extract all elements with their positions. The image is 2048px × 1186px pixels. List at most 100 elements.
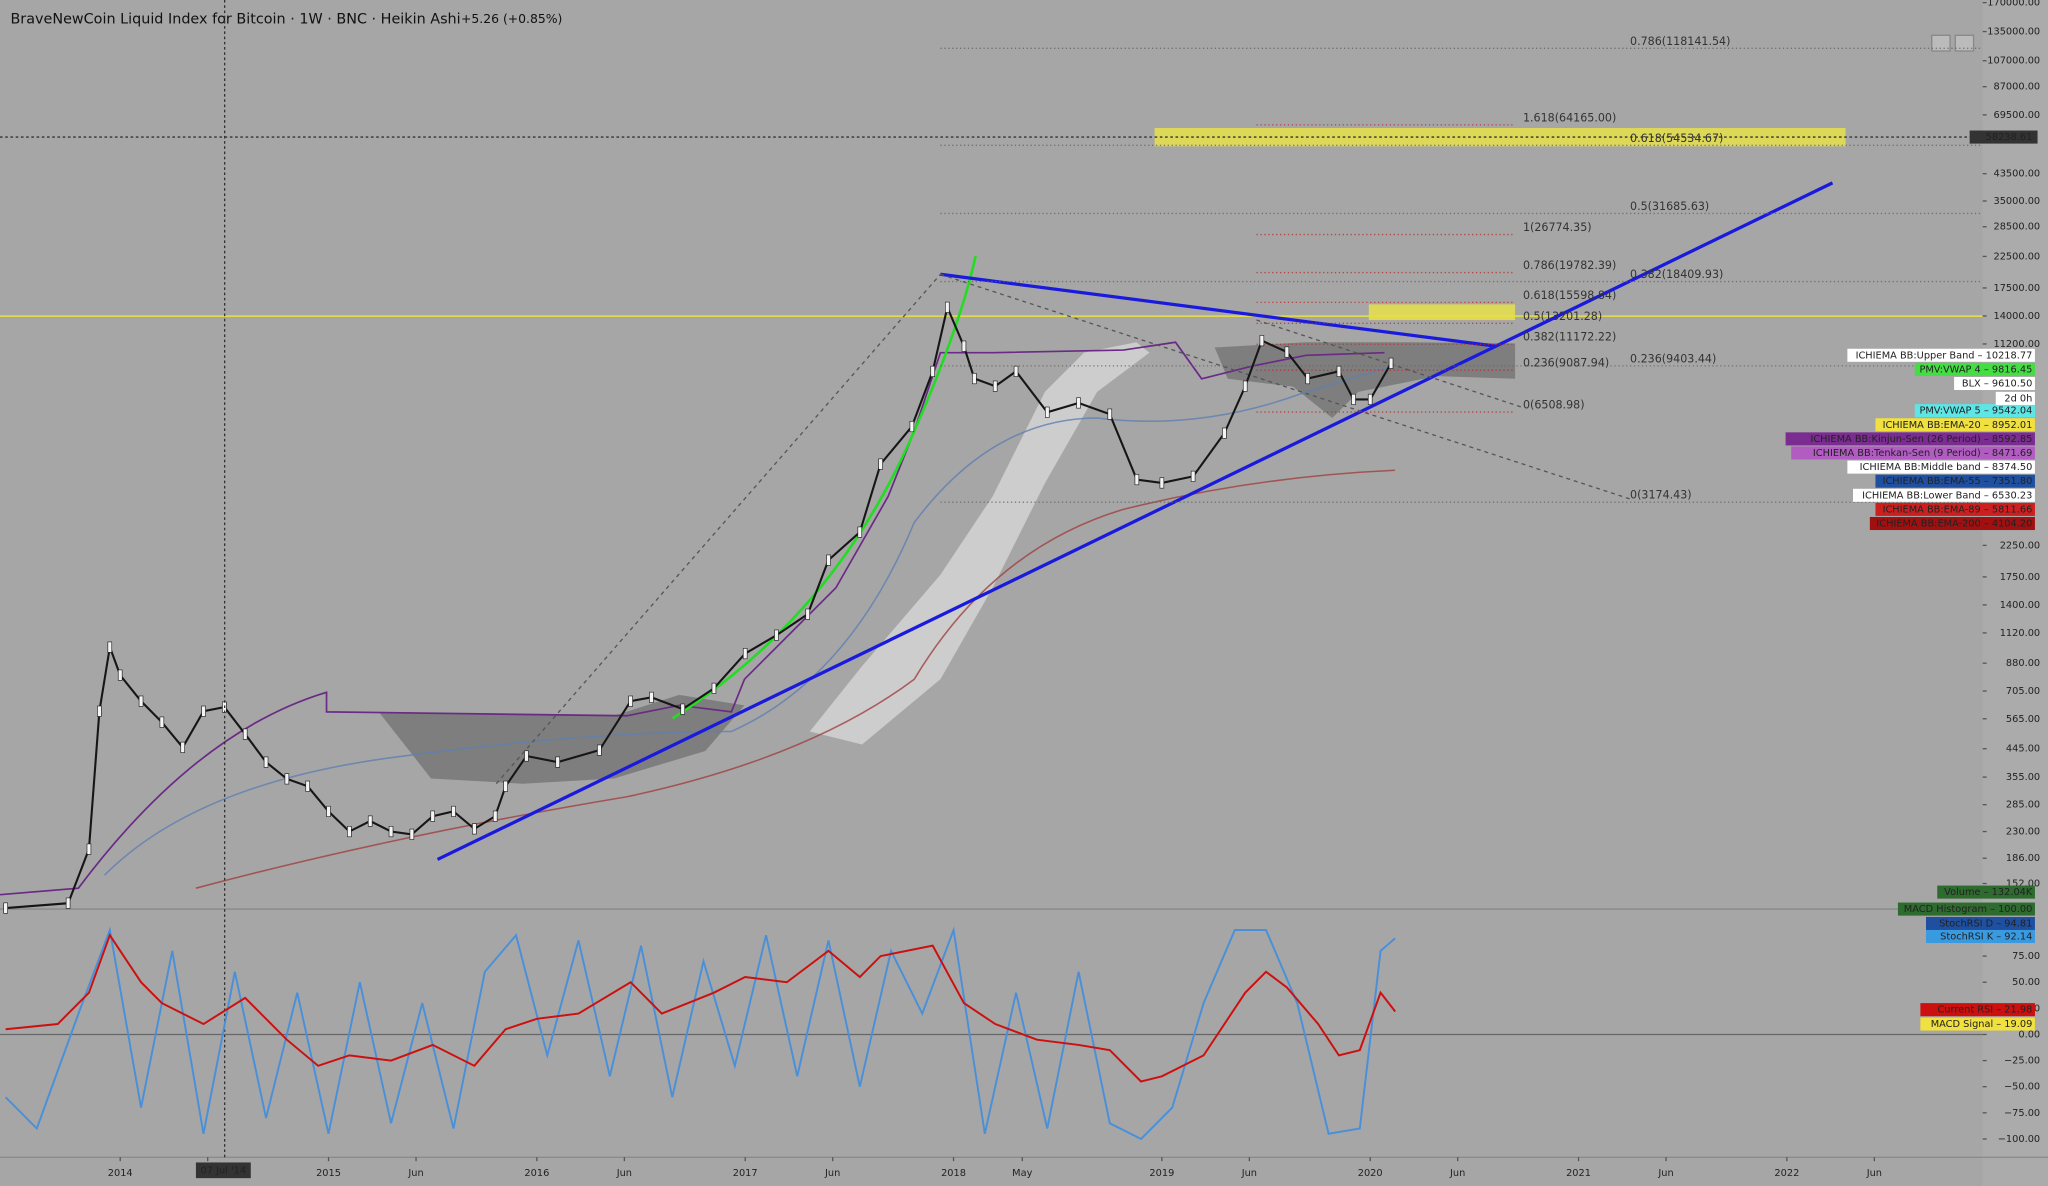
price-candle <box>472 823 477 835</box>
price-candle <box>1134 474 1140 486</box>
price-candle <box>503 780 508 792</box>
x-tick-label: Jun <box>1241 1168 1257 1179</box>
x-tick-label: 2021 <box>1566 1168 1591 1179</box>
fib-level-label: 0.618(15598.84) <box>1523 289 1616 302</box>
fib-level-label: 0(6508.98) <box>1523 399 1585 412</box>
price-tag-box <box>1875 502 2035 516</box>
x-tick-label: Jun <box>1657 1168 1673 1179</box>
price-candle <box>1284 346 1290 358</box>
symbol-title: BraveNewCoin Liquid Index for Bitcoin · … <box>10 12 460 28</box>
price-candle <box>774 629 779 641</box>
price-tag-box <box>1869 516 2035 531</box>
price-candle <box>805 608 810 620</box>
price-candle <box>97 705 102 717</box>
oscillator-line <box>5 933 1396 1083</box>
price-candle <box>1242 380 1248 392</box>
price-candle <box>1076 397 1081 409</box>
y-tick-label: 28500.00 <box>1993 222 2040 233</box>
countdown-box <box>1995 391 2035 405</box>
price-candle <box>992 380 998 392</box>
price-candle <box>263 756 269 768</box>
price-candle <box>1013 365 1019 377</box>
price-candle <box>857 526 863 538</box>
price-candle <box>649 691 654 703</box>
indicator-tag: StochRSI D – 94.81 <box>1939 918 2032 929</box>
price-candle <box>1222 427 1227 439</box>
y-tick-label: 1750.00 <box>2000 572 2040 583</box>
price-candle <box>3 902 8 914</box>
price-candle <box>117 669 123 681</box>
toolbar-button[interactable] <box>1954 34 1975 52</box>
y-tick-label: 43500.00 <box>1993 169 2040 180</box>
price-tag: PMV:VWAP 4 – 9816.45 <box>1919 364 2032 375</box>
y-tick-label: 880.00 <box>2006 658 2040 669</box>
price-candle <box>597 744 602 756</box>
osc-tick-label: −100.00 <box>1998 1134 2040 1145</box>
price-candle <box>1388 357 1394 369</box>
osc-tick-label: −75.00 <box>2004 1108 2040 1119</box>
price-candle <box>1159 477 1165 489</box>
indicator-tag-box <box>1920 1003 2035 1017</box>
osc-tick-label: 0.00 <box>2018 1029 2040 1040</box>
y-tick-label: 1400.00 <box>2000 600 2040 611</box>
price-tag-box <box>1914 362 2035 376</box>
price-candle <box>1259 335 1265 347</box>
price-line <box>5 303 1392 910</box>
price-tag: ICHIEMA BB:EMA-55 – 7351.80 <box>1883 476 2033 487</box>
fib-level-label: 0.382(18409.93) <box>1630 268 1723 281</box>
price-candle <box>1336 365 1342 377</box>
toolbar-button[interactable] <box>1931 34 1951 52</box>
price-candle <box>180 741 185 753</box>
price-tag-box <box>1785 432 2035 446</box>
indicator-tag: StochRSI K – 92.14 <box>1940 932 2032 943</box>
price-tag-box <box>1847 348 2035 362</box>
indicator-tag-box <box>1926 929 2035 944</box>
price-candle <box>680 703 685 715</box>
y-tick-label: 87000.00 <box>1993 82 2040 93</box>
crosshair-date-label: 07 Jul '14 <box>201 1165 247 1176</box>
price-candle <box>1351 393 1356 405</box>
crosshair-price-box <box>1969 130 2038 144</box>
price-tag-box <box>1875 474 2035 488</box>
x-tick-label: 2022 <box>1774 1168 1799 1179</box>
price-candle <box>555 756 560 768</box>
price-tag: ICHIEMA BB:Middle band – 8374.50 <box>1860 462 2033 473</box>
price-candle <box>65 897 71 909</box>
price-candle <box>930 365 935 377</box>
y-tick-label: 230.00 <box>2006 827 2040 838</box>
price-candle <box>305 780 310 792</box>
y-tick-label: 186.00 <box>2006 853 2040 864</box>
fib-level-label: 0.236(9087.94) <box>1523 357 1609 370</box>
indicator-tag: MACD Signal – 19.09 <box>1931 1019 2033 1030</box>
osc-tick-label: −50.00 <box>2004 1082 2040 1093</box>
price-candle <box>347 826 352 838</box>
price-tag: ICHIEMA BB:Lower Band – 6530.23 <box>1862 490 2032 501</box>
indicator-tag: Current RSI – 21.98 <box>1937 1005 2032 1016</box>
price-tag: ICHIEMA BB:EMA-20 – 8952.01 <box>1883 420 2033 431</box>
y-tick-label: 445.00 <box>2006 744 2040 755</box>
fib-level-label: 0.5(31685.63) <box>1630 200 1709 213</box>
x-tick-label: Jun <box>1866 1168 1882 1179</box>
x-tick-label: 2015 <box>316 1168 341 1179</box>
y-tick-label: 1120.00 <box>2000 628 2040 639</box>
fib-level-label: 0.382(11172.22) <box>1523 331 1616 344</box>
y-tick-label: 170000.00 <box>1987 0 2040 9</box>
price-tag-box <box>1954 376 2035 391</box>
price-candle <box>388 826 394 838</box>
fib-level-label: 1(26774.35) <box>1523 221 1592 234</box>
price-candle <box>878 458 883 470</box>
y-tick-label: 135000.00 <box>1987 27 2040 38</box>
price-axis-panel <box>1982 0 2048 1186</box>
y-tick-label: 107000.00 <box>1987 56 2040 67</box>
price-candle <box>201 705 206 717</box>
price-candle <box>909 420 915 433</box>
y-tick-label: 285.00 <box>2006 800 2040 811</box>
x-tick-label: 2016 <box>524 1168 549 1179</box>
x-tick-label: Jun <box>407 1168 423 1179</box>
y-tick-label: 2250.00 <box>2000 540 2040 551</box>
x-tick-label: Jun <box>824 1168 840 1179</box>
fib-level-label: 0.618(54534.67) <box>1630 132 1723 145</box>
price-candle <box>961 340 967 352</box>
parabolic-curve <box>671 255 977 720</box>
